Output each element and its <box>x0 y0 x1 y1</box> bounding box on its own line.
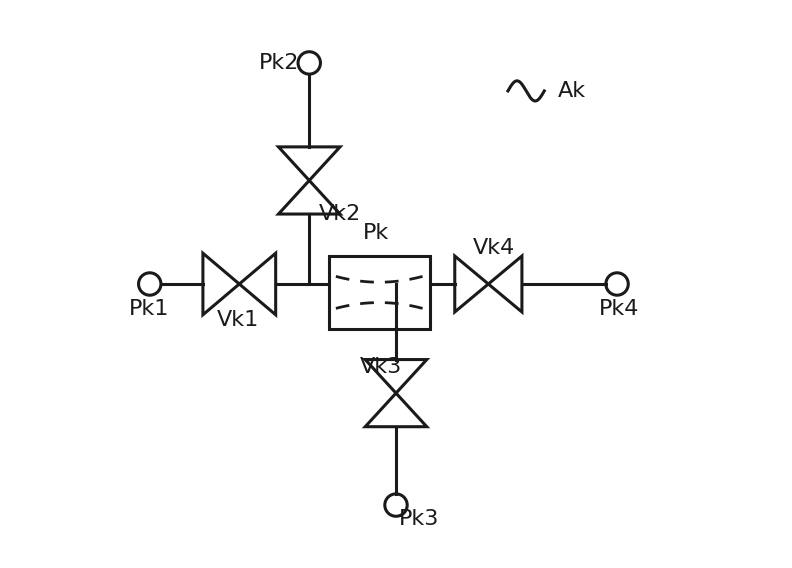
Text: Pk2: Pk2 <box>259 53 299 73</box>
Bar <box>329 256 429 329</box>
Text: Ak: Ak <box>558 81 586 101</box>
Text: Pk4: Pk4 <box>599 299 639 319</box>
Text: Vk1: Vk1 <box>217 310 259 331</box>
Text: Vk2: Vk2 <box>318 204 361 224</box>
Text: Pk: Pk <box>363 223 389 243</box>
Text: Vk4: Vk4 <box>474 237 516 258</box>
Text: Pk3: Pk3 <box>399 509 440 529</box>
Text: Pk1: Pk1 <box>128 299 169 319</box>
Text: Vk3: Vk3 <box>360 357 402 377</box>
